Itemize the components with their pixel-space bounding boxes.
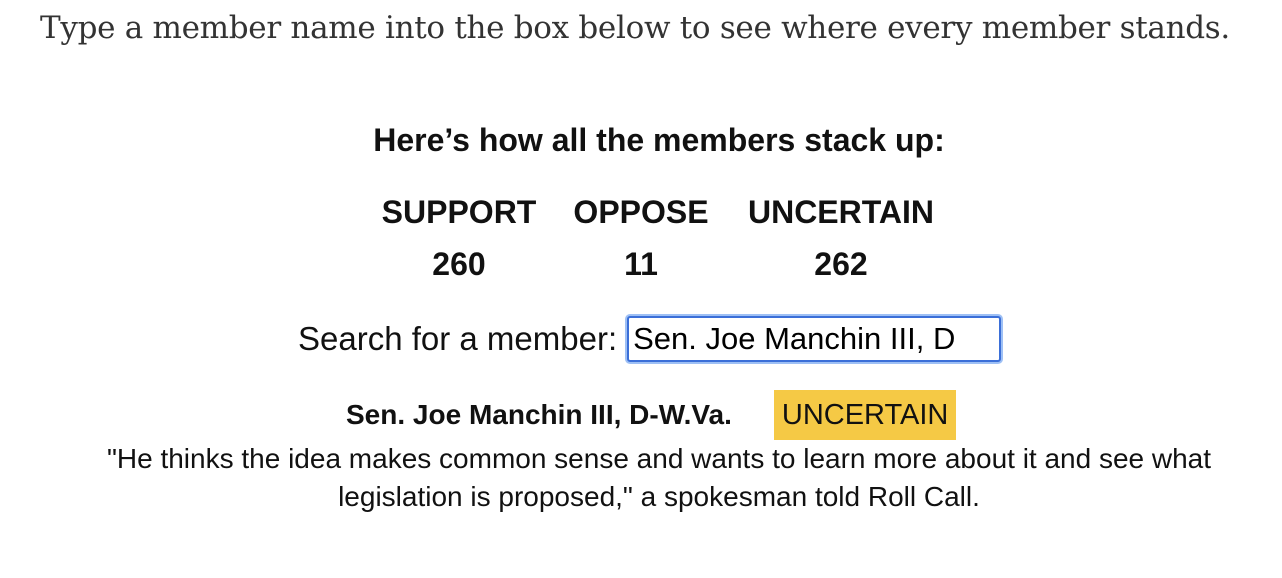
member-search: Search for a member: bbox=[298, 316, 1002, 362]
status-badge: UNCERTAIN bbox=[773, 390, 957, 440]
search-input[interactable] bbox=[627, 316, 1002, 362]
tally-uncertain-label: UNCERTAIN bbox=[747, 194, 935, 230]
tally-oppose-label: OPPOSE bbox=[573, 194, 709, 230]
stack-heading: Here’s how all the members stack up: bbox=[373, 122, 945, 158]
tally-support-label: SUPPORT bbox=[381, 194, 537, 230]
tally-support-count: 260 bbox=[432, 246, 486, 282]
tally-uncertain: UNCERTAIN 262 bbox=[744, 192, 938, 284]
search-label: Search for a member: bbox=[298, 320, 618, 357]
tally-uncertain-count: 262 bbox=[814, 246, 868, 282]
tally-support: SUPPORT 260 bbox=[380, 192, 538, 284]
member-quote: "He thinks the idea makes common sense a… bbox=[106, 443, 1212, 512]
tally-oppose: OPPOSE 11 bbox=[572, 192, 710, 284]
member-name: Sen. Joe Manchin III, D-W.Va. bbox=[346, 399, 732, 430]
intro-text: Type a member name into the box below to… bbox=[40, 10, 1230, 46]
tally-oppose-count: 11 bbox=[624, 246, 658, 282]
member-result: Sen. Joe Manchin III, D-W.Va. UNCERTAIN bbox=[346, 390, 957, 440]
